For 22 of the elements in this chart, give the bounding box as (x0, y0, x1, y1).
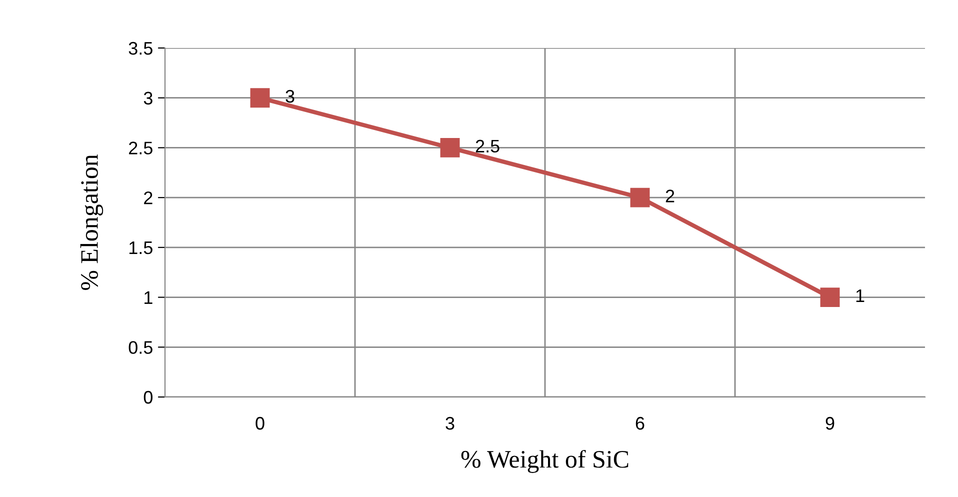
y-tick-label: 3 (144, 92, 152, 105)
x-tick-label: 3 (446, 416, 454, 430)
x-tick-label: 0 (256, 416, 264, 430)
y-tick-label: 0.5 (128, 341, 152, 354)
data-label: 2 (666, 190, 674, 202)
y-tick-label: 0 (144, 390, 152, 404)
x-tick-label: 6 (636, 416, 644, 430)
data-label: 1 (856, 290, 864, 302)
data-label: 3 (286, 90, 294, 103)
y-tick-label: 1.5 (129, 242, 152, 254)
y-tick-label: 2 (144, 192, 152, 204)
data-label: 2.5 (476, 140, 500, 153)
y-tick-label: 1 (144, 291, 152, 304)
point (440, 138, 460, 158)
point (820, 288, 840, 308)
point (630, 188, 650, 208)
y-tick-label: 2.5 (129, 142, 152, 154)
x-axis-title: % Weight of SiC (461, 450, 628, 473)
x-tick-label: 9 (826, 416, 834, 430)
y-tick-label: 3.5 (128, 42, 152, 55)
y-axis-title: % Elongation (80, 154, 104, 290)
point (250, 88, 270, 108)
